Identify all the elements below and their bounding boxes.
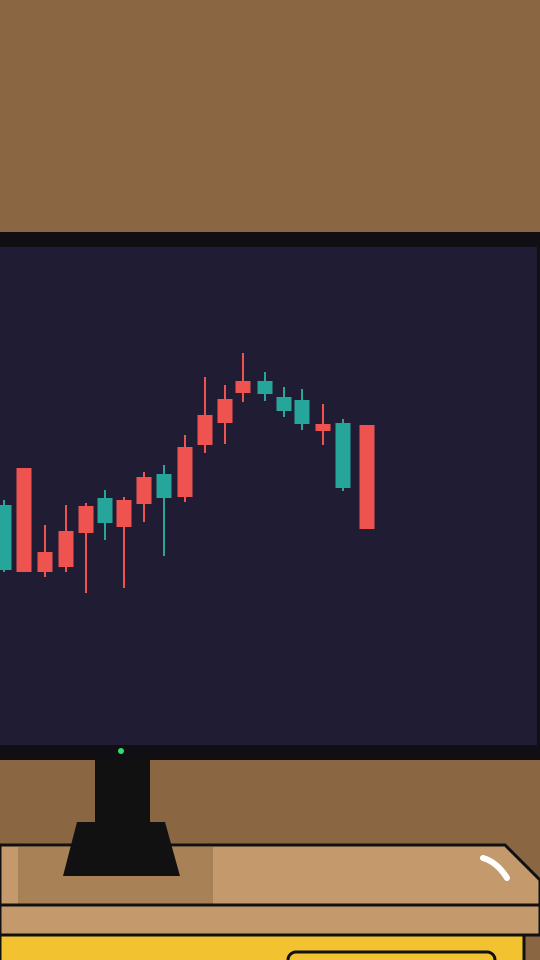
candle-body <box>37 552 53 572</box>
candle-body <box>197 415 213 445</box>
candle-body <box>97 498 113 523</box>
monitor-screen <box>0 247 537 745</box>
candle-body <box>177 447 193 497</box>
candle-body <box>0 505 12 570</box>
candlestick-illustration <box>0 353 375 593</box>
candle-body <box>217 399 233 423</box>
candle-body <box>276 397 292 411</box>
drawer-handle <box>286 950 497 960</box>
candle-body <box>156 474 172 498</box>
candle-body <box>58 531 74 567</box>
stand-neck <box>95 758 150 824</box>
candle-body <box>359 425 375 529</box>
candle-body <box>116 500 132 527</box>
candle-body <box>315 424 331 431</box>
candle-body <box>257 381 273 394</box>
power-light <box>118 748 124 754</box>
candle-body <box>16 468 32 572</box>
candle-body <box>335 423 351 488</box>
desk-edge <box>0 903 540 937</box>
candle-body <box>78 506 94 533</box>
candle-body <box>235 381 251 393</box>
candle-body <box>294 400 310 424</box>
candle-body <box>136 477 152 504</box>
stand-base <box>63 822 180 876</box>
desk-shine <box>480 855 510 881</box>
